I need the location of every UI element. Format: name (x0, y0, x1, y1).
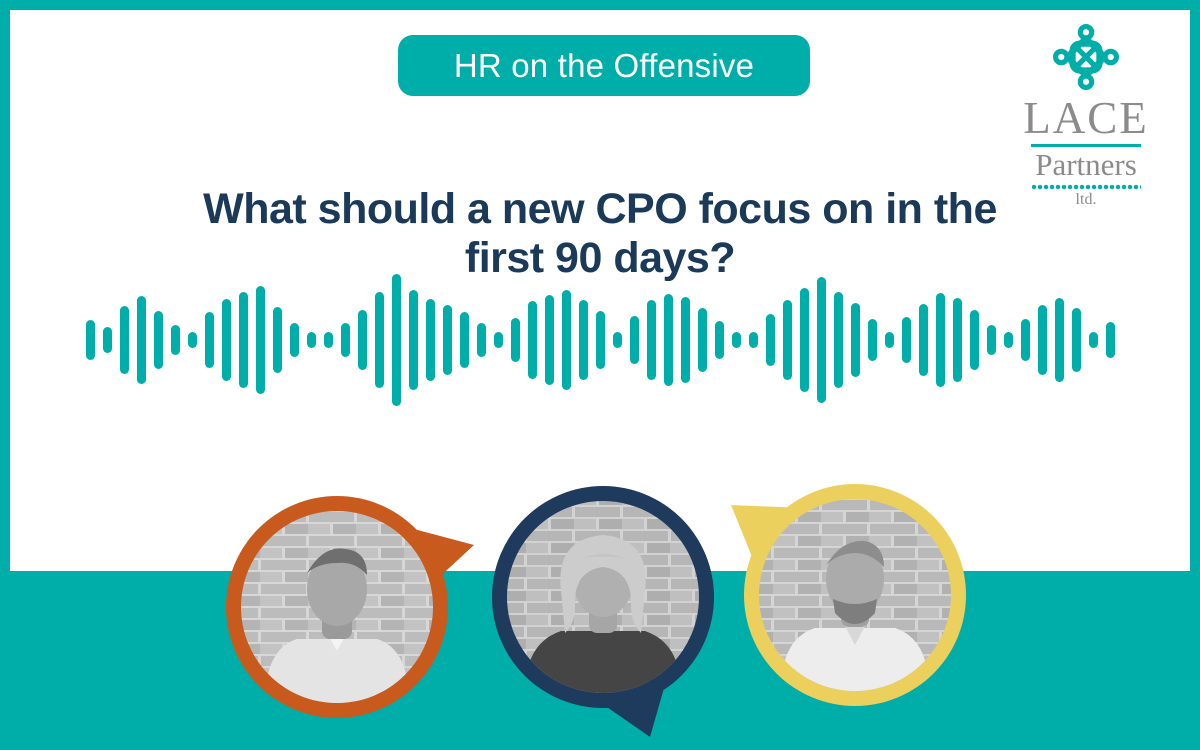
waveform-bar (1038, 305, 1047, 375)
waveform-bar (358, 310, 367, 370)
logo-chain-ornament (1031, 183, 1141, 190)
waveform-bar (715, 321, 724, 359)
waveform-bar (426, 299, 435, 381)
waveform-bar (341, 323, 350, 357)
waveform-bar (579, 300, 588, 380)
logo-suffix: ltd. (1075, 190, 1097, 208)
audio-waveform (86, 274, 1115, 406)
waveform-bar (460, 312, 469, 368)
waveform-bar (1106, 322, 1115, 358)
waveform-bar (103, 327, 112, 353)
waveform-bar (392, 274, 401, 406)
show-title-label: HR on the Offensive (453, 46, 755, 84)
waveform-bar (154, 311, 163, 369)
waveform-bar (953, 298, 962, 382)
waveform-bar (256, 286, 265, 394)
waveform-bar (783, 300, 792, 380)
waveform-bar (375, 292, 384, 388)
waveform-bar (171, 325, 180, 355)
waveform-bar (970, 310, 979, 370)
logo-underline (1031, 144, 1141, 147)
waveform-bar (596, 311, 605, 369)
waveform-bar (834, 292, 843, 388)
episode-title-line1: What should a new CPO focus on in the (203, 184, 997, 233)
waveform-bar (749, 332, 758, 348)
speaker-avatar-3 (731, 484, 966, 706)
waveform-bar (545, 295, 554, 385)
waveform-bar (494, 332, 503, 348)
waveform-bar (120, 306, 129, 374)
waveform-bar (528, 301, 537, 379)
waveform-bar (868, 319, 877, 361)
waveform-bar (273, 307, 282, 373)
waveform-bar (1021, 319, 1030, 361)
logo-subtitle: Partners (1035, 147, 1137, 182)
waveform-bar (511, 318, 520, 362)
waveform-bar (239, 292, 248, 388)
waveform-bar (681, 297, 690, 383)
lace-knot-icon (1053, 24, 1119, 90)
waveform-bar (987, 325, 996, 355)
waveform-bar (222, 299, 231, 381)
speaker-avatar-1 (226, 496, 474, 718)
waveform-bar (851, 303, 860, 377)
waveform-bar (919, 304, 928, 376)
show-title-badge: HR on the Offensive (398, 35, 810, 96)
waveform-bar (409, 290, 418, 390)
waveform-bar (1072, 308, 1081, 372)
waveform-bar (562, 290, 571, 390)
waveform-bar (205, 312, 214, 368)
waveform-bar (137, 296, 146, 384)
waveform-bar (1055, 298, 1064, 382)
waveform-bar (664, 294, 673, 386)
waveform-bar (885, 332, 894, 348)
waveform-bar (477, 323, 486, 357)
waveform-bar (290, 323, 299, 357)
content-panel (10, 10, 1190, 571)
speaker-photo-man-1 (241, 511, 433, 703)
speaker-photo-man-2 (759, 499, 951, 691)
waveform-bar (188, 332, 197, 348)
episode-title: What should a new CPO focus on in the fi… (0, 185, 1200, 283)
waveform-bar (613, 332, 622, 348)
waveform-bar (766, 314, 775, 366)
waveform-bar (443, 305, 452, 375)
episode-title-line2: first 90 days? (464, 233, 736, 282)
waveform-bar (307, 332, 316, 348)
waveform-bar (936, 293, 945, 387)
waveform-bar (86, 320, 95, 360)
waveform-bar (324, 332, 333, 348)
speaker-photo-woman (507, 501, 699, 693)
logo-wordmark: LACE (1023, 93, 1149, 143)
waveform-bar (647, 300, 656, 380)
lace-partners-logo: LACE Partners ltd. (1000, 24, 1172, 209)
waveform-bar (902, 317, 911, 363)
speaker-avatar-2 (492, 486, 714, 737)
waveform-bar (698, 308, 707, 372)
waveform-bar (732, 332, 741, 348)
waveform-bar (1004, 332, 1013, 348)
waveform-bar (817, 277, 826, 403)
waveform-bar (1089, 332, 1098, 348)
waveform-bar (800, 288, 809, 392)
waveform-bar (630, 316, 639, 364)
